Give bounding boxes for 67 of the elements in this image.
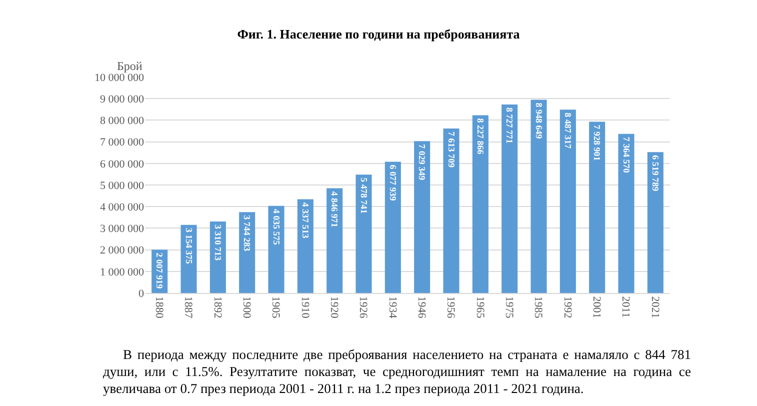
y-tick-label: 4 000 000 (100, 201, 144, 214)
data-label: 6 519 789 (650, 155, 660, 192)
y-tick-label: 0 (138, 288, 144, 300)
x-tick-label: 2011 (620, 296, 632, 318)
y-tick-label: 2 000 000 (100, 244, 144, 257)
x-tick-label: 1956 (444, 296, 457, 319)
bar (472, 115, 488, 293)
x-tick-label: 1946 (416, 296, 428, 319)
bar (356, 174, 372, 293)
x-tick-label: 1900 (240, 296, 253, 319)
data-label: 3 310 713 (212, 224, 223, 261)
data-label: 7 928 901 (592, 124, 602, 162)
bar (589, 122, 606, 293)
data-label: 8 727 771 (504, 107, 515, 144)
x-tick-label: 1892 (211, 296, 224, 318)
y-tick-label: 3 000 000 (100, 223, 144, 236)
x-tick-label: 1926 (357, 296, 370, 319)
data-label: 6 077 939 (388, 164, 398, 202)
y-tick-label: 6 000 000 (100, 158, 144, 170)
bar (180, 224, 197, 293)
data-label: 3 744 283 (242, 215, 252, 252)
y-tick-label: 10 000 000 (94, 72, 144, 84)
x-tick-label: 1985 (532, 296, 544, 319)
y-tick-label: 9 000 000 (100, 93, 144, 106)
data-label: 4 035 575 (271, 208, 282, 246)
x-tick-label: 1880 (153, 296, 166, 319)
x-tick-label: 1975 (503, 296, 516, 319)
x-tick-label: 1992 (561, 296, 574, 318)
data-label: 7 029 349 (417, 144, 428, 181)
data-label: 5 478 741 (358, 178, 369, 214)
bar (268, 206, 284, 293)
x-tick-label: 1920 (328, 296, 340, 319)
bar (618, 134, 634, 293)
y-tick-label: 7 000 000 (100, 136, 144, 149)
bar (414, 141, 430, 293)
chart-title: Фиг. 1. Население по години на преброяванията (237, 26, 520, 42)
text: В периода между последните две преброявания населението на страната е намаляло с 844 781 души, или с 11.5%. Резултатите показват, че средногодишният темп на намаление на година се увеличава от 0.7 през периода 2001 - 2011 г. на 1.2 през периода 2011 - 2021 година. (103, 346, 691, 397)
x-tick-label: 1965 (474, 296, 486, 319)
y-tick-label: 5 000 000 (100, 180, 144, 192)
bar (560, 110, 576, 293)
bar (647, 152, 664, 293)
y-tick-label: 1 000 000 (100, 266, 144, 278)
x-tick-label: 1910 (298, 296, 311, 319)
x-tick-label: 1905 (270, 296, 282, 319)
data-label: 3 154 375 (184, 228, 194, 264)
bar (326, 188, 343, 293)
data-label: 8 948 649 (534, 102, 544, 140)
data-label: 8 487 317 (562, 112, 573, 150)
bar (297, 199, 314, 293)
data-label: 8 227 866 (475, 118, 486, 155)
y-tick-label: 8 000 000 (100, 115, 144, 128)
data-label: 4 337 513 (300, 202, 310, 239)
data-label: 7 364 570 (621, 136, 632, 174)
bar (210, 221, 226, 293)
x-tick-label: 1887 (182, 296, 194, 319)
x-tick-label: 1934 (386, 296, 398, 319)
data-label: 4 846 971 (330, 191, 340, 228)
bar (384, 162, 401, 293)
x-tick-label: 2001 (590, 296, 603, 318)
y-axis-title: Брой (117, 59, 143, 73)
x-tick-label: 2021 (648, 296, 661, 318)
bar (443, 128, 460, 293)
data-label: 2 007 919 (154, 252, 165, 290)
bar (502, 104, 518, 293)
bar (530, 100, 547, 293)
bar (239, 212, 256, 293)
data-label: 7 613 709 (446, 132, 456, 168)
